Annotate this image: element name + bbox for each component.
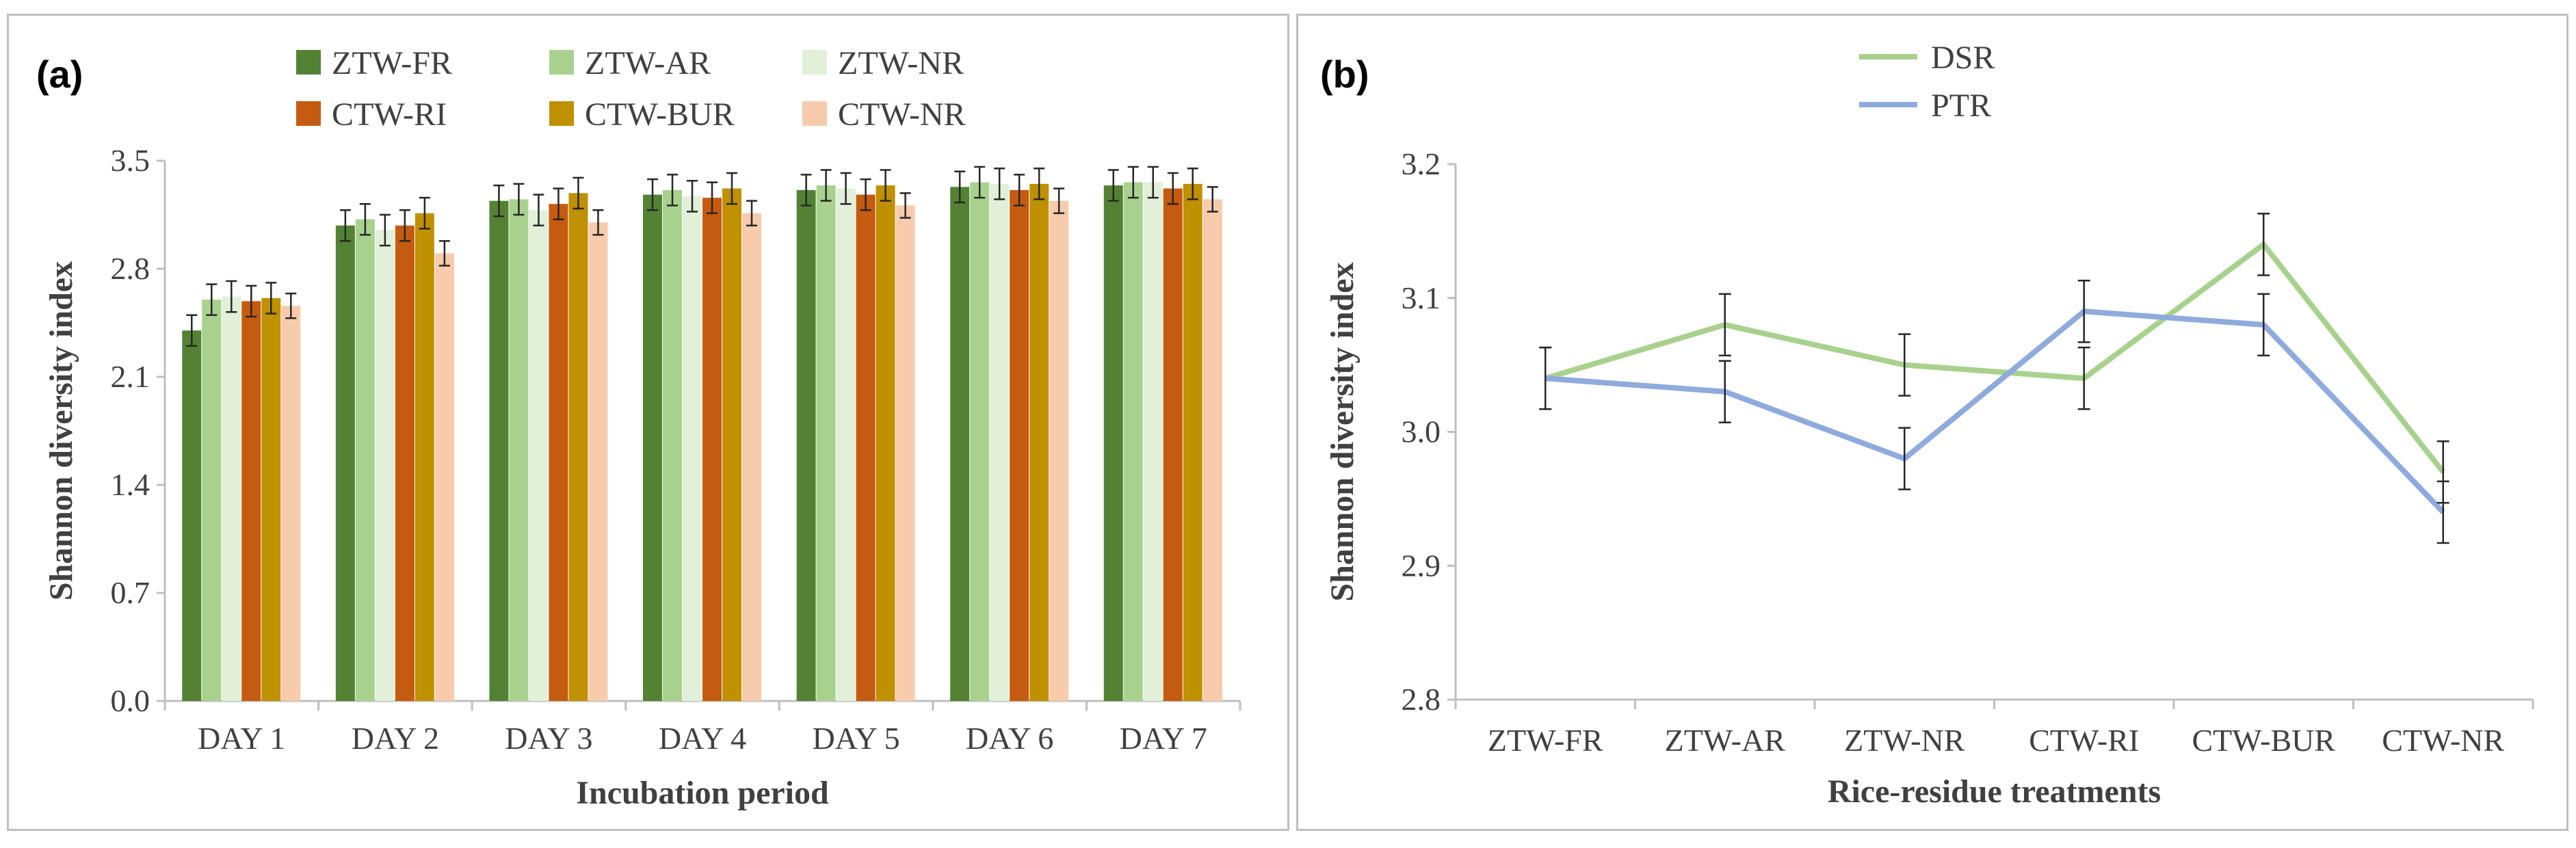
bar-ztw-nr [222,296,241,702]
bar-ztw-nr [1143,182,1163,702]
y-tick-label: 2.9 [1402,548,1441,583]
legend-label-ctw-bur: CTW-BUR [585,96,735,133]
legend-swatch-ctw-nr [802,101,827,126]
bar-ctw-bur [261,297,281,701]
bar-ztw-ar [970,182,990,702]
legend-swatch-ctw-ri [296,101,321,126]
y-tick-label: 3.0 [1402,414,1441,449]
y-tick-label: 1.4 [111,467,150,502]
legend-swatch-ztw-nr [802,50,827,75]
x-axis-title: Incubation period [576,775,829,811]
x-tick-label: DAY 3 [505,721,592,756]
y-tick-label: 2.8 [1402,682,1441,717]
bar-ctw-bur [568,193,588,701]
x-axis-title: Rice-residue treatments [1828,773,2161,810]
bar-ztw-ar [1123,182,1143,702]
legend-label-ptr: PTR [1931,88,1991,124]
bar-ztw-fr [335,225,355,701]
x-tick-label: CTW-RI [2029,723,2139,758]
bar-ztw-fr [643,194,662,702]
y-tick-label: 0.0 [111,683,150,718]
bar-ctw-nr [588,222,608,701]
y-axis-title: Shannon diversity index [43,261,79,600]
bar-ctw-nr [1202,199,1222,701]
bar-ctw-ri [241,301,261,701]
bar-ctw-bur [722,188,741,702]
y-axis-title: Shannon diversity index [1324,262,1361,601]
legend-swatch-ctw-bur [549,101,574,126]
legend-label-ztw-ar: ZTW-AR [585,45,711,81]
bar-ctw-nr [434,253,454,701]
bar-ctw-bur [1183,183,1202,701]
y-tick-label: 3.5 [111,143,150,178]
series-line-dsr [1545,241,2445,474]
bar-ztw-ar [663,189,682,701]
bar-ctw-nr [281,306,301,702]
bar-ztw-nr [529,210,549,701]
legend-label-ztw-fr: ZTW-FR [332,45,452,81]
x-tick-label: ZTW-NR [1844,723,1965,758]
bar-ctw-nr [742,213,761,701]
y-tick-label: 2.8 [111,251,150,286]
bar-ztw-fr [950,187,970,701]
bar-ztw-nr [836,188,856,702]
bar-ztw-ar [816,185,836,702]
bar-ctw-ri [395,225,415,701]
legend-swatch-ztw-ar [549,50,574,75]
bar-ctw-nr [895,205,915,701]
bar-ctw-nr [1049,200,1069,702]
bar-ctw-ri [856,194,876,702]
x-tick-label: DAY 4 [659,721,746,756]
x-tick-label: CTW-BUR [2192,723,2335,758]
line-chart-svg: (b) DSR PTR 2.8 2.9 3.0 3.1 3.2 ZTW-FR ZTW-AR ZTW-… [1320,40,2534,810]
x-tick-label: DAY 6 [966,721,1053,756]
bar-ztw-ar [509,199,529,701]
bar-ctw-bur [876,185,895,702]
legend-label-dsr: DSR [1931,40,1995,76]
bar-ctw-ri [549,204,568,701]
bar-ztw-ar [202,300,222,702]
bar-chart-svg: (a) ZTW-FR ZTW-AR ZTW-NR CTW-RI CTW-BUR CTW-NR… [36,45,1241,811]
bar-ztw-fr [1103,185,1123,702]
bar-ztw-nr [683,196,702,701]
y-tick-label: 0.7 [111,575,150,610]
bar-ztw-fr [489,200,509,702]
x-tick-label: DAY 2 [352,721,439,756]
x-tick-label: CTW-NR [2382,723,2504,758]
bar-ztw-ar [355,219,375,701]
x-tick-label: ZTW-FR [1488,723,1603,758]
bar-ztw-nr [375,230,395,702]
bar-ctw-ri [1010,189,1029,701]
chart-panel-a: (a) ZTW-FR ZTW-AR ZTW-NR CTW-RI CTW-BUR CTW-NR… [7,14,1289,831]
bar-ctw-bur [415,213,434,701]
y-tick-label: 2.1 [111,359,150,394]
x-tick-label: DAY 5 [812,721,899,756]
panel-label: (b) [1320,53,1369,96]
y-tick-label: 3.2 [1402,146,1441,181]
chart-panel-b: (b) DSR PTR 2.8 2.9 3.0 3.1 3.2 ZTW-FR ZTW-AR ZTW-… [1296,14,2568,831]
y-tick-label: 3.1 [1402,280,1441,315]
bar-ctw-ri [1163,188,1183,702]
bar-ztw-fr [182,330,202,701]
panel-label: (a) [36,53,83,96]
series-line-ptr [1545,308,2445,514]
x-tick-label: DAY 7 [1120,721,1207,756]
bar-ctw-ri [702,198,722,702]
bar-ctw-bur [1029,183,1049,701]
legend-label-ctw-ri: CTW-RI [332,96,447,133]
legend-swatch-ztw-fr [296,50,321,75]
x-tick-label: DAY 1 [198,721,285,756]
legend-label-ztw-nr: ZTW-NR [838,45,964,81]
legend-label-ctw-nr: CTW-NR [838,96,966,133]
bar-ztw-fr [796,189,816,701]
bar-ztw-nr [990,183,1010,701]
x-tick-label: ZTW-AR [1665,723,1786,758]
